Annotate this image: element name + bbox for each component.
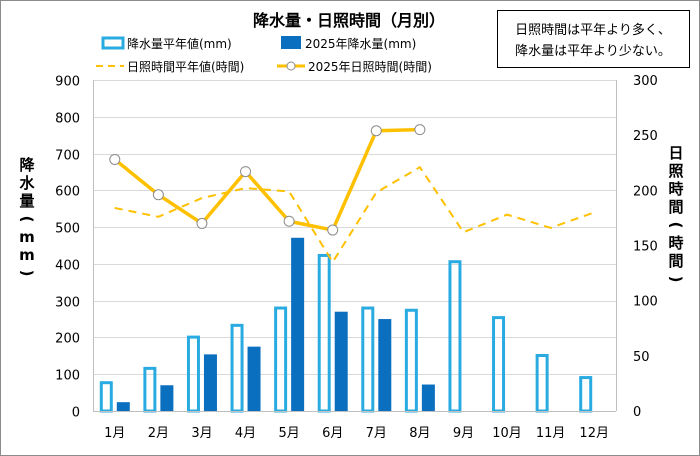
right-axis: 0 50 100 150 200 250 300	[616, 74, 658, 420]
legend-swatch-sun-2025-marker	[286, 61, 296, 71]
y2-axis-title-char: (	[667, 222, 685, 229]
line-sun-normal	[114, 165, 595, 264]
y-axis-title-char: 水	[19, 174, 35, 192]
legend-swatch-rain-2025	[281, 36, 301, 49]
y2-tick-label: 150	[633, 240, 658, 255]
x-tick-label: 3月	[191, 426, 212, 441]
x-tick-label: 2月	[148, 426, 169, 441]
gridlines	[93, 80, 616, 375]
y2-axis-title-char: 照	[668, 162, 683, 180]
annotation-box: 日照時間は平年より多く、 降水量は平年より少ない。	[497, 10, 690, 68]
y-tick-label: 500	[55, 222, 80, 237]
y-axis-title-char: m	[19, 246, 35, 264]
y-tick-label: 600	[55, 185, 80, 200]
x-tick-label: 6月	[322, 426, 343, 441]
y2-axis-title-char: 間	[668, 252, 683, 270]
annotation-line-2: 降水量は平年より少ない。	[515, 44, 671, 59]
marker-sun-2025	[283, 215, 295, 227]
y2-axis-title-char: 時	[668, 180, 683, 198]
x-tick-label: 8月	[409, 426, 430, 441]
y2-axis-title-char: 時	[668, 234, 683, 252]
x-tick-label: 12月	[579, 426, 609, 441]
legend-item-rain-2025: 2025年降水量(mm)	[281, 36, 416, 51]
y-tick-label: 900	[55, 75, 80, 90]
y2-tick-label: 300	[633, 74, 658, 89]
legend-item-sun-normal: 日照時間平年値(時間)	[96, 59, 244, 74]
marker-sun-2025	[109, 153, 121, 165]
marker-sun-2025	[370, 125, 382, 137]
marker-sun-2025	[240, 166, 252, 178]
y-axis-title-char: m	[19, 228, 35, 246]
y2-axis-title-char: )	[667, 276, 685, 283]
x-tick-label: 9月	[453, 426, 474, 441]
y-tick-label: 0	[72, 406, 80, 421]
legend-item-rain-normal: 降水量平年値(mm)	[101, 36, 232, 51]
legend-item-sun-2025: 2025年日照時間(時間)	[277, 60, 432, 74]
y2-tick-label: 100	[633, 295, 658, 310]
bar-rain-2025	[203, 354, 217, 411]
bar-rain-2025	[160, 385, 174, 411]
marker-sun-2025	[152, 189, 164, 201]
y-tick-label: 700	[55, 149, 80, 164]
bar-rain-2025	[421, 384, 435, 411]
y2-axis-title-char: 間	[668, 198, 683, 216]
y-tick-label: 300	[55, 296, 80, 311]
legend-swatch-rain-normal	[101, 36, 125, 50]
annotation-line-1: 日照時間は平年より多く、	[515, 22, 671, 38]
line-series	[109, 124, 595, 264]
left-axis: 0 100 200 300 400 500 600 700 800 900	[55, 75, 94, 421]
x-tick-label: 1月	[104, 426, 125, 441]
y-axis-title-left: 降水量 ( mm)	[18, 156, 36, 276]
marker-sun-2025	[414, 124, 426, 136]
legend-label-sun-normal: 日照時間平年値(時間)	[127, 59, 244, 74]
y-axis-title-char: (	[18, 216, 36, 223]
y-axis-title-right: 日照時間(時間)	[667, 144, 685, 282]
x-tick-label: 7月	[366, 426, 387, 441]
y2-tick-label: 0	[633, 405, 641, 420]
bar-rain-2025	[334, 311, 348, 411]
bar-rain-2025	[247, 346, 261, 411]
legend-label-rain-normal: 降水量平年値(mm)	[127, 36, 232, 51]
annotation-frame	[497, 10, 690, 68]
y-tick-label: 400	[55, 259, 80, 274]
chart-title: 降水量・日照時間（月別）	[253, 11, 445, 30]
y-tick-label: 800	[55, 112, 80, 127]
y-tick-label: 200	[55, 332, 80, 347]
legend-label-rain-2025: 2025年降水量(mm)	[305, 37, 416, 51]
marker-sun-2025	[196, 217, 208, 229]
line-sun-2025	[113, 127, 420, 232]
y-axis-title-char: )	[18, 270, 36, 277]
bar-rain-2025	[116, 402, 130, 411]
y2-tick-label: 200	[633, 184, 658, 199]
x-tick-label: 11月	[536, 426, 566, 441]
y-axis-title-char: 降	[19, 156, 35, 174]
marker-sun-2025	[327, 224, 339, 236]
x-tick-label: 4月	[235, 426, 256, 441]
y-axis-title-char: 量	[19, 192, 34, 210]
bar-rain-2025	[378, 319, 392, 411]
bar-rain-2025	[291, 237, 305, 411]
legend-label-sun-2025: 2025年日照時間(時間)	[308, 60, 432, 74]
y2-axis-title-char: 日	[668, 144, 683, 162]
y2-tick-label: 50	[633, 350, 650, 365]
x-axis: 1月 2月 3月 4月 5月 6月 7月 8月 9月 10月 11月 12月	[93, 411, 616, 441]
y2-tick-label: 250	[633, 129, 658, 144]
y-tick-label: 100	[55, 369, 80, 384]
x-tick-label: 5月	[278, 426, 299, 441]
legend: 降水量平年値(mm) 2025年降水量(mm) 日照時間平年値(時間) 2025…	[96, 36, 432, 74]
x-tick-label: 10月	[492, 426, 522, 441]
